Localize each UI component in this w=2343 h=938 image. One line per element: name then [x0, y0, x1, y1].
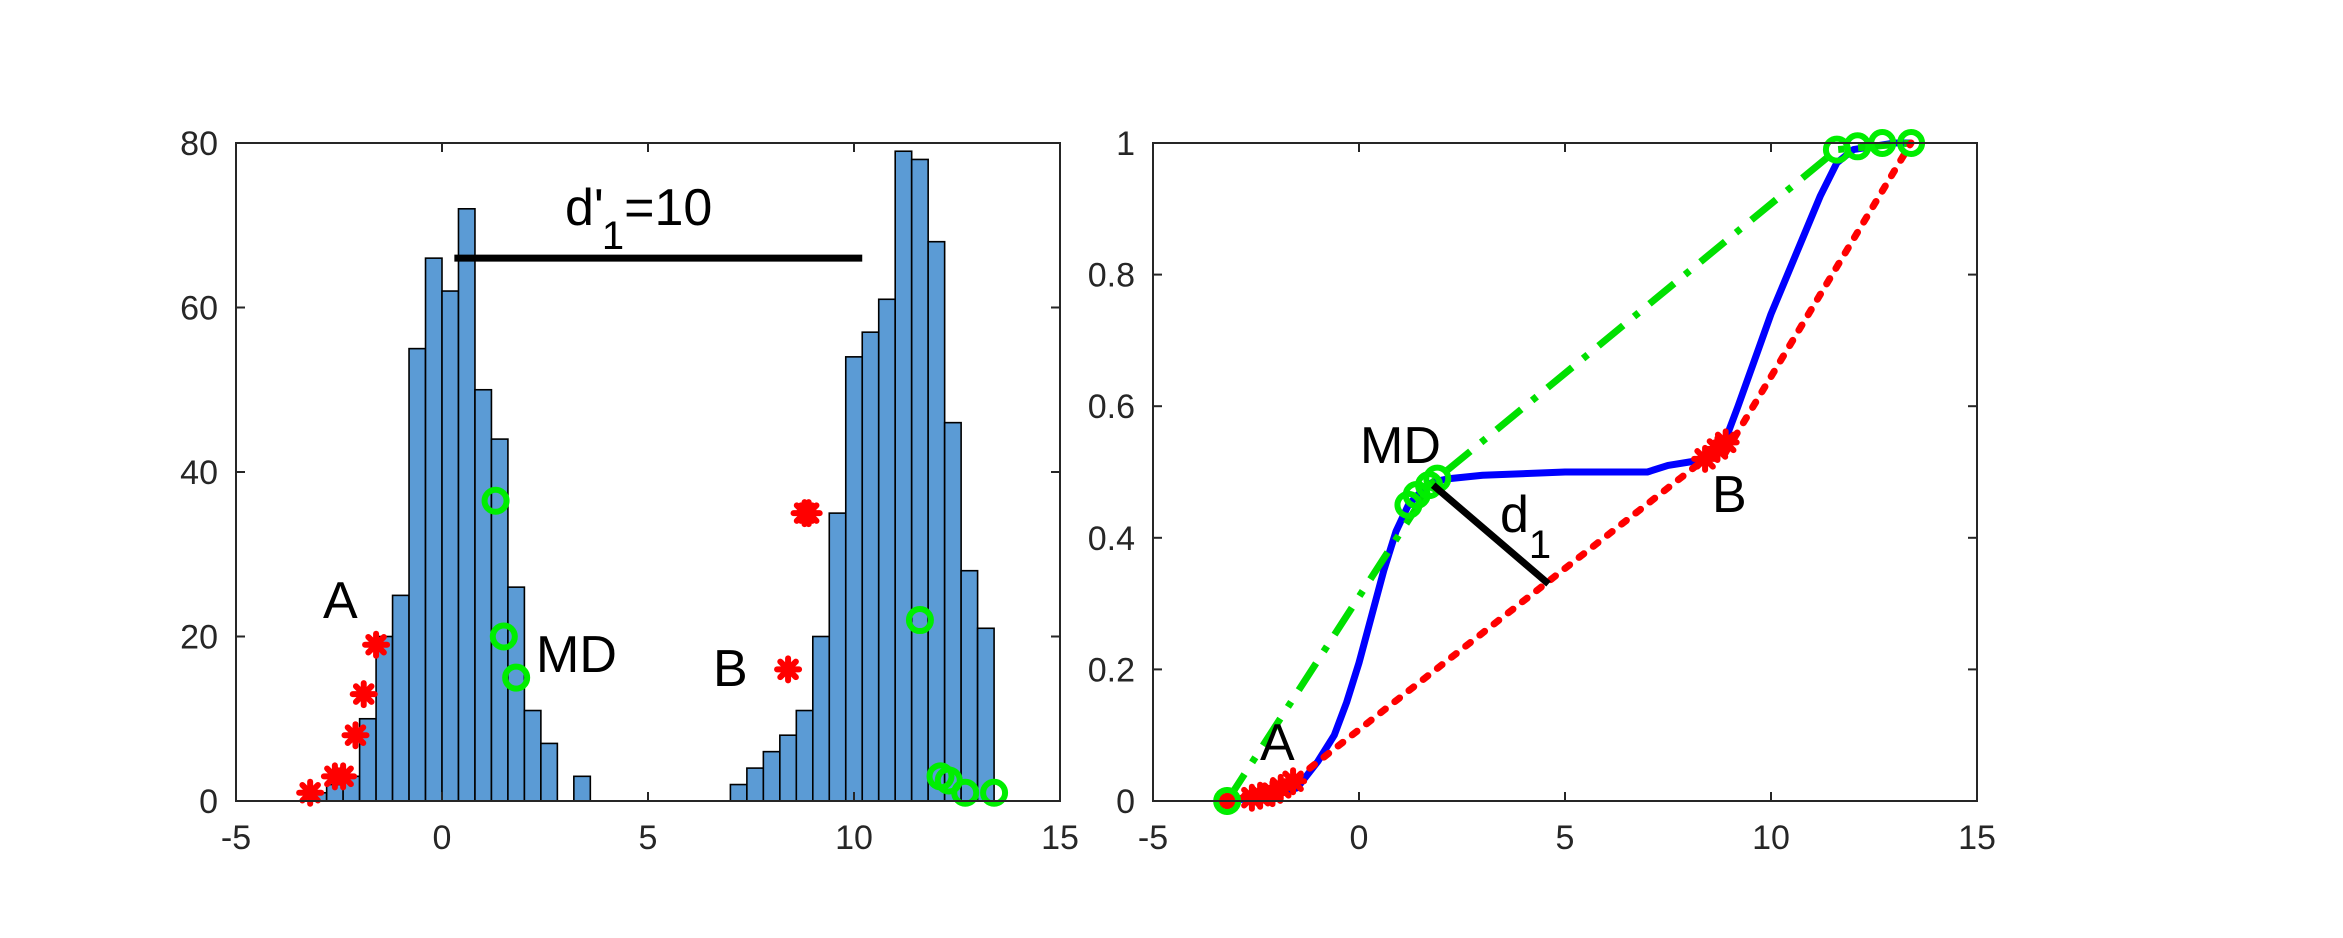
annotation-B-right: B	[1712, 466, 1747, 524]
histogram-bar	[795, 709, 814, 802]
histogram-bar	[391, 594, 410, 802]
green-circle-marker	[502, 663, 531, 692]
annotation-MD-left: MD	[536, 626, 617, 684]
cdf-xtick-label: -5	[1138, 819, 1168, 857]
cdf-xtick-label: 15	[1958, 819, 1996, 857]
histogram-bar	[877, 298, 896, 802]
red-asterisk-marker	[1279, 767, 1308, 796]
histogram-bar	[540, 742, 559, 802]
green-circle-marker	[905, 606, 934, 635]
histogram-ytick-label: 0	[199, 783, 218, 821]
red-asterisk-marker	[341, 721, 370, 750]
red-asterisk-marker	[349, 680, 378, 709]
d1-segment	[1430, 482, 1551, 587]
histogram-bar	[976, 627, 995, 802]
histogram-bar	[523, 709, 542, 802]
histogram-bar	[943, 421, 962, 802]
histogram-bars	[309, 150, 995, 802]
d-prime-value: =10	[624, 179, 712, 237]
histogram-bar	[861, 331, 880, 802]
d1-label: d1	[1500, 486, 1551, 567]
histogram-bar	[779, 734, 798, 802]
green-circle-marker	[951, 778, 980, 807]
cdf-markers	[1213, 129, 1926, 815]
cdf-ytick-label: 0.6	[1088, 388, 1135, 426]
histogram-bar	[927, 240, 946, 802]
d-prime-label: d'1=10	[565, 179, 712, 258]
histogram-ytick-label: 80	[180, 125, 218, 163]
annotation-B-left: B	[713, 640, 748, 698]
annotation-A-right: A	[1260, 714, 1295, 772]
cdf-ytick-label: 0.4	[1088, 520, 1135, 558]
histogram-bar	[844, 356, 864, 802]
cdf-ytick-label: 0.8	[1088, 257, 1135, 295]
red-asterisk-marker	[1711, 428, 1740, 457]
histogram-bar	[375, 635, 394, 802]
histogram-bar	[408, 347, 427, 802]
red-asterisk-marker	[362, 630, 391, 659]
annotation-MD-right: MD	[1360, 417, 1441, 475]
cdf-xtick-label: 5	[1556, 819, 1575, 857]
histogram-bar	[828, 512, 847, 802]
cdf-ytick-label: 1	[1116, 125, 1135, 163]
histogram-bar	[960, 569, 979, 802]
histogram-bar	[474, 388, 493, 802]
d1-subscript: 1	[1529, 523, 1551, 567]
cdf-ytick-label: 0	[1116, 783, 1135, 821]
histogram-bar	[457, 208, 476, 802]
histogram-ytick-label: 40	[180, 454, 218, 492]
histogram-bar	[811, 635, 831, 802]
green-circle-marker	[489, 622, 518, 651]
histogram-bar	[746, 767, 765, 802]
histogram-ytick-label: 60	[180, 290, 218, 328]
histogram-xtick-label: -5	[221, 819, 251, 857]
cdf-xtick-label: 0	[1350, 819, 1369, 857]
histogram-markers	[296, 486, 1009, 807]
cdf-series-solid-line	[1226, 139, 1912, 805]
histogram-bar	[507, 586, 526, 802]
green-circle-marker	[1843, 132, 1872, 161]
histogram-bar	[573, 775, 592, 802]
histogram-bar	[894, 150, 913, 802]
green-circle-marker	[481, 486, 510, 515]
cdf-xtick-label: 10	[1752, 819, 1790, 857]
histogram-xtick-label: 0	[433, 819, 452, 857]
green-circle-marker	[980, 778, 1009, 807]
red-asterisk-marker	[774, 655, 803, 684]
histogram-ytick-label: 20	[180, 619, 218, 657]
d-prime-subscript: 1	[602, 214, 624, 258]
red-asterisk-marker	[794, 499, 823, 528]
histogram-bar	[910, 158, 929, 802]
histogram-xtick-label: 5	[639, 819, 658, 857]
annotation-A-left: A	[323, 572, 358, 630]
histogram-bar	[424, 257, 443, 802]
histogram-xtick-label: 10	[835, 819, 873, 857]
histogram-bar	[729, 783, 748, 802]
histogram-bar	[762, 750, 781, 802]
cdf-ytick-label: 0.2	[1088, 651, 1135, 689]
histogram-bar	[441, 290, 460, 802]
red-asterisk-marker	[329, 762, 358, 791]
histogram-xtick-label: 15	[1041, 819, 1079, 857]
